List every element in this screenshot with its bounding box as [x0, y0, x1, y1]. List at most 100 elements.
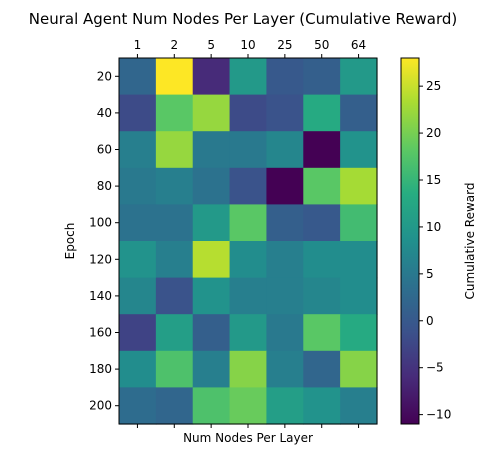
heatmap-cell [303, 387, 341, 425]
heatmap-cell [229, 94, 268, 132]
heatmap-cell [119, 277, 157, 315]
heatmap-cell [229, 277, 268, 315]
x-tick-label: 64 [351, 38, 366, 52]
x-tick-label: 25 [277, 38, 292, 52]
heatmap-cell [340, 131, 378, 169]
colorbar-tick-label: 25 [426, 79, 441, 93]
colorbar-label: Cumulative Reward [463, 183, 477, 300]
y-tick-label: 20 [97, 69, 112, 83]
heatmap-cell [155, 94, 194, 132]
heatmap-cell [192, 131, 231, 169]
heatmap-cell [340, 241, 378, 279]
heatmap-cell [119, 204, 157, 242]
heatmap-cell [192, 387, 231, 425]
heatmap-cell [155, 131, 194, 169]
heatmap-cell [119, 131, 157, 169]
heatmap-cell [303, 204, 341, 242]
heatmap-cell [229, 350, 268, 388]
heatmap-cell [192, 241, 231, 279]
y-tick-label: 200 [89, 399, 112, 413]
heatmap-cell [303, 314, 341, 352]
heatmap-cell [155, 58, 194, 96]
y-tick-label: 100 [89, 216, 112, 230]
plot-frame [118, 57, 378, 425]
heatmap-cell [340, 387, 378, 425]
y-tick-label: 120 [89, 252, 112, 266]
x-tick-label: 2 [170, 38, 178, 52]
heatmap-cell [192, 350, 231, 388]
heatmap-cell [340, 58, 378, 96]
heatmap-cell [155, 350, 194, 388]
heatmap-cell [303, 277, 341, 315]
y-tick-label: 180 [89, 362, 112, 376]
heatmap-cell [119, 167, 157, 205]
heatmap-cell [266, 58, 304, 96]
heatmap-cells [119, 58, 378, 425]
heatmap-cell [303, 167, 341, 205]
heatmap-cell [340, 204, 378, 242]
heatmap-cell [266, 131, 304, 169]
y-tick-label: 40 [97, 106, 112, 120]
heatmap-cell [340, 167, 378, 205]
heatmap-cell [340, 277, 378, 315]
heatmap-cell [229, 131, 268, 169]
heatmap-cell [155, 204, 194, 242]
heatmap-cell [229, 204, 268, 242]
heatmap-cell [303, 94, 341, 132]
y-tick-label: 60 [97, 143, 112, 157]
heatmap-cell [119, 94, 157, 132]
x-axis-label: Num Nodes Per Layer [183, 431, 313, 445]
heatmap-cell [229, 241, 268, 279]
heatmap-cell [229, 58, 268, 96]
colorbar-tick-label: 5 [426, 267, 434, 281]
y-axis-label: Epoch [63, 223, 77, 260]
colorbar [400, 57, 420, 425]
heatmap-cell [192, 204, 231, 242]
colorbar-tick-label: −10 [426, 408, 451, 422]
heatmap-cell [192, 167, 231, 205]
colorbar-ticks: −10 −5 0 5 10 15 20 25 [419, 79, 451, 422]
heatmap-cell [303, 58, 341, 96]
heatmap-cell [303, 131, 341, 169]
heatmap-cell [192, 314, 231, 352]
heatmap-cell [119, 241, 157, 279]
heatmap-cell [155, 387, 194, 425]
heatmap-cell [340, 350, 378, 388]
y-tick-label: 140 [89, 289, 112, 303]
heatmap-cell [229, 314, 268, 352]
heatmap-cell [119, 350, 157, 388]
x-tick-label: 1 [134, 38, 142, 52]
y-axis-ticks: 20 40 60 80 100 120 140 160 180 200 [89, 69, 119, 413]
heatmap-cell [229, 167, 268, 205]
chart-title: Neural Agent Num Nodes Per Layer (Cumula… [29, 10, 457, 28]
x-axis-ticks: 1 2 5 10 25 50 64 [134, 38, 366, 428]
heatmap-cell [303, 241, 341, 279]
heatmap-cell [266, 350, 304, 388]
heatmap-cell [340, 314, 378, 352]
heatmap-cell [155, 314, 194, 352]
heatmap-cell [155, 167, 194, 205]
heatmap-cell [119, 58, 157, 96]
colorbar-tick-label: 0 [426, 314, 434, 328]
heatmap-cell [266, 241, 304, 279]
heatmap-cell [155, 241, 194, 279]
heatmap-cell [266, 204, 304, 242]
heatmap-cell [119, 387, 157, 425]
colorbar-tick-label: 15 [426, 173, 441, 187]
y-tick-label: 160 [89, 326, 112, 340]
heatmap-cell [229, 387, 268, 425]
x-tick-label: 5 [207, 38, 215, 52]
heatmap-cell [266, 277, 304, 315]
heatmap-cell [155, 277, 194, 315]
x-tick-label: 10 [240, 38, 255, 52]
heatmap-cell [119, 314, 157, 352]
y-tick-label: 80 [97, 179, 112, 193]
heatmap-cell [340, 94, 378, 132]
heatmap-cell [266, 167, 304, 205]
colorbar-tick-label: 10 [426, 220, 441, 234]
heatmap-cell [266, 94, 304, 132]
heatmap-cell [266, 387, 304, 425]
heatmap-cell [303, 350, 341, 388]
heatmap-cell [192, 58, 231, 96]
